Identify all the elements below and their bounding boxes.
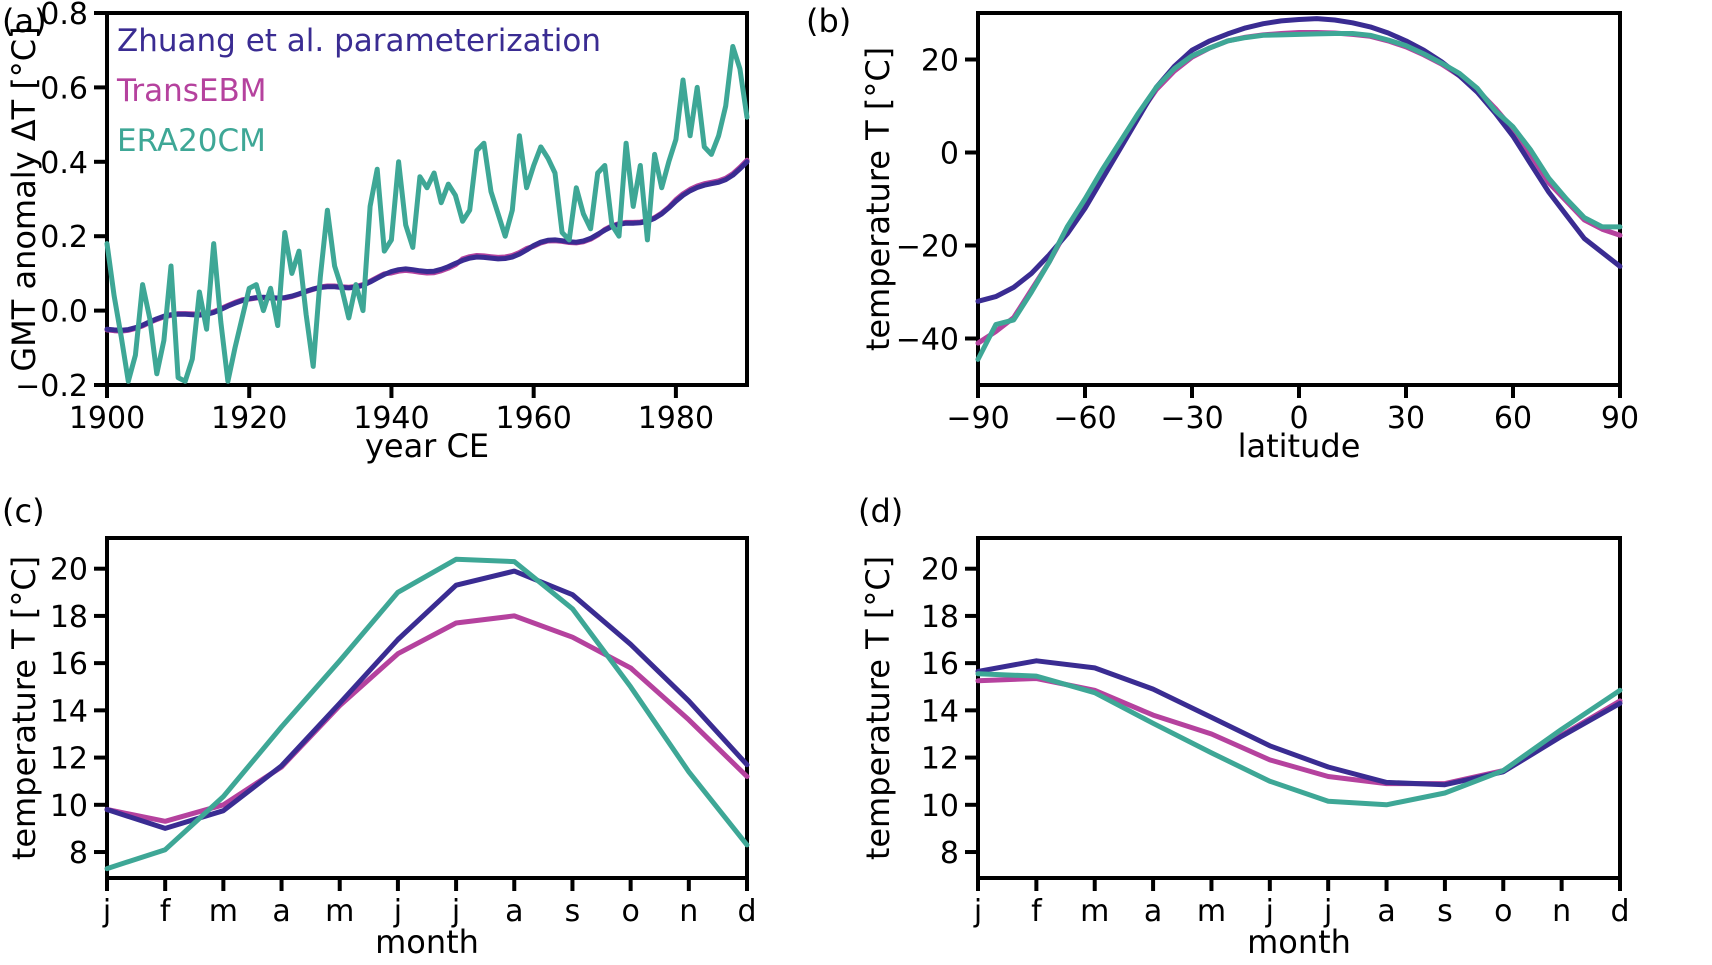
x-tick-label: f xyxy=(1031,894,1043,929)
y-tick-label: −20 xyxy=(896,230,959,265)
panel-b-frame xyxy=(976,11,1622,387)
x-tick-label: f xyxy=(160,894,172,929)
x-tick-label: s xyxy=(565,894,581,929)
x-tick-label: a xyxy=(505,894,523,929)
y-tick-label: 0 xyxy=(940,137,959,172)
x-tick-label: m xyxy=(209,894,238,929)
y-tick-label: 20 xyxy=(921,44,959,79)
x-tick-label: a xyxy=(1144,894,1162,929)
y-tick-label: 0.0 xyxy=(40,295,88,330)
panel-d-xlabel: month xyxy=(1247,923,1351,961)
x-tick-label: j xyxy=(393,894,402,929)
x-tick-label: 90 xyxy=(1601,401,1639,436)
panel-a-letter: (a) xyxy=(2,2,47,40)
x-tick-label: j xyxy=(451,894,460,929)
x-tick-label: 60 xyxy=(1494,401,1532,436)
y-tick-label: 14 xyxy=(50,694,88,729)
x-tick-label: j xyxy=(102,894,111,929)
y-tick-label: 8 xyxy=(69,836,88,871)
y-tick-label: 0.4 xyxy=(40,146,88,181)
panel-b: −90 −60 −30 0 30 60 90 −40 −20 0 20 xyxy=(896,11,1639,436)
x-tick-label: a xyxy=(272,894,290,929)
transebm-line-d xyxy=(975,676,1623,787)
x-tick-label: m xyxy=(1080,894,1109,929)
x-tick-label: o xyxy=(1494,894,1512,929)
panel-c-xlabel: month xyxy=(375,923,479,961)
x-tick-label: −30 xyxy=(1160,401,1223,436)
legend: Zhuang et al. parameterization TransEBM … xyxy=(117,16,601,166)
era20cm-line-a xyxy=(104,44,750,384)
panel-a-ylabel: GMT anomaly ΔT [°C] xyxy=(5,26,43,372)
y-tick-label: −40 xyxy=(896,323,959,358)
x-tick-label: d xyxy=(737,894,756,929)
legend-item-zhuang: Zhuang et al. parameterization xyxy=(117,23,602,59)
y-tick-label: 16 xyxy=(921,647,959,682)
x-tick-label: d xyxy=(1610,894,1629,929)
y-tick-label: −0.2 xyxy=(15,369,88,404)
panel-c-letter: (c) xyxy=(2,492,45,530)
x-tick-label: −60 xyxy=(1053,401,1116,436)
x-tick-label: 1900 xyxy=(69,401,145,436)
zhuang-line-c xyxy=(104,568,750,831)
x-tick-label: 30 xyxy=(1387,401,1425,436)
x-tick-label: 0 xyxy=(1289,401,1308,436)
legend-item-era20cm: ERA20CM xyxy=(117,123,266,159)
y-tick-label: 10 xyxy=(50,789,88,824)
y-tick-label: 0.2 xyxy=(40,220,88,255)
era20cm-line-d xyxy=(975,671,1623,808)
y-tick-label: 18 xyxy=(50,600,88,635)
y-tick-label: 18 xyxy=(921,600,959,635)
x-tick-label: m xyxy=(1197,894,1226,929)
x-tick-label: n xyxy=(679,894,698,929)
panel-d-letter: (d) xyxy=(858,492,904,530)
y-tick-label: 10 xyxy=(921,789,959,824)
y-tick-label: 16 xyxy=(50,647,88,682)
x-tick-label: 1980 xyxy=(638,401,714,436)
x-tick-label: m xyxy=(325,894,354,929)
era20cm-line-b xyxy=(975,31,1623,362)
x-tick-label: a xyxy=(1377,894,1395,929)
transebm-line-b xyxy=(975,30,1623,346)
y-tick-label: 20 xyxy=(921,553,959,588)
x-tick-label: 1960 xyxy=(495,401,571,436)
x-tick-label: s xyxy=(1437,894,1453,929)
legend-item-transebm: TransEBM xyxy=(117,73,267,109)
y-tick-label: 20 xyxy=(50,553,88,588)
era20cm-line-c xyxy=(104,556,750,872)
panel-d-frame xyxy=(976,536,1622,880)
y-tick-label: 0.6 xyxy=(40,71,88,106)
panel-b-letter: (b) xyxy=(806,2,852,40)
panel-c-frame xyxy=(105,536,749,880)
y-tick-label: 0.8 xyxy=(40,0,88,32)
x-tick-label: j xyxy=(973,894,982,929)
y-tick-label: 14 xyxy=(921,694,959,729)
x-tick-label: 1920 xyxy=(211,401,287,436)
x-tick-label: n xyxy=(1552,894,1571,929)
panel-b-ylabel: temperature T [°C] xyxy=(859,46,897,352)
x-tick-label: −90 xyxy=(946,401,1009,436)
x-tick-label: j xyxy=(1265,894,1274,929)
y-tick-label: 12 xyxy=(921,742,959,777)
panel-d-ylabel: temperature T [°C] xyxy=(859,555,897,861)
panel-a-frame xyxy=(105,11,749,387)
panel-c-ylabel: temperature T [°C] xyxy=(5,555,43,861)
x-tick-label: o xyxy=(621,894,639,929)
y-tick-label: 8 xyxy=(940,836,959,871)
panel-a: 1900 1920 1940 1960 1980 −0.2 0.0 0.2 0.4 0.6 0.8 xyxy=(15,0,750,436)
x-tick-label: 1940 xyxy=(353,401,429,436)
y-tick-label: 12 xyxy=(50,742,88,777)
panel-b-xlabel: latitude xyxy=(1237,427,1361,465)
zhuang-line-a xyxy=(104,159,750,333)
x-tick-label: j xyxy=(1323,894,1332,929)
panel-a-xlabel: year CE xyxy=(364,427,490,465)
zhuang-line-b xyxy=(975,16,1623,304)
